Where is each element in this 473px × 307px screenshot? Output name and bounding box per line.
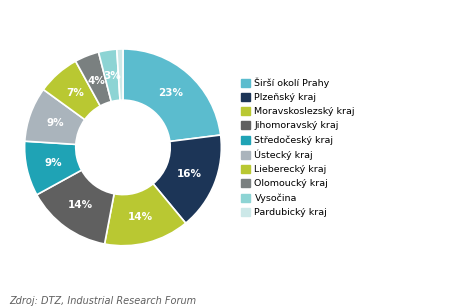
Wedge shape <box>153 135 221 223</box>
Wedge shape <box>123 49 220 142</box>
Wedge shape <box>105 184 186 246</box>
Text: 14%: 14% <box>68 200 93 211</box>
Wedge shape <box>25 141 82 195</box>
Wedge shape <box>44 61 100 120</box>
Text: 23%: 23% <box>158 88 183 99</box>
Legend: Širší okolí Prahy, Plzeňský kraj, Moravskoslezský kraj, Jihomoravský kraj, Střed: Širší okolí Prahy, Plzeňský kraj, Moravs… <box>239 76 357 219</box>
Text: 9%: 9% <box>47 118 64 128</box>
Text: 16%: 16% <box>177 169 202 179</box>
Wedge shape <box>98 49 120 102</box>
Wedge shape <box>117 49 123 100</box>
Text: Zdroj: DTZ, Industrial Research Forum: Zdroj: DTZ, Industrial Research Forum <box>9 296 197 306</box>
Text: 14%: 14% <box>128 212 153 222</box>
Text: 9%: 9% <box>44 158 61 168</box>
Text: 3%: 3% <box>103 72 121 81</box>
Text: 4%: 4% <box>88 76 105 86</box>
Wedge shape <box>37 170 114 244</box>
Wedge shape <box>25 90 85 144</box>
Text: 7%: 7% <box>67 88 84 99</box>
Wedge shape <box>76 52 111 106</box>
